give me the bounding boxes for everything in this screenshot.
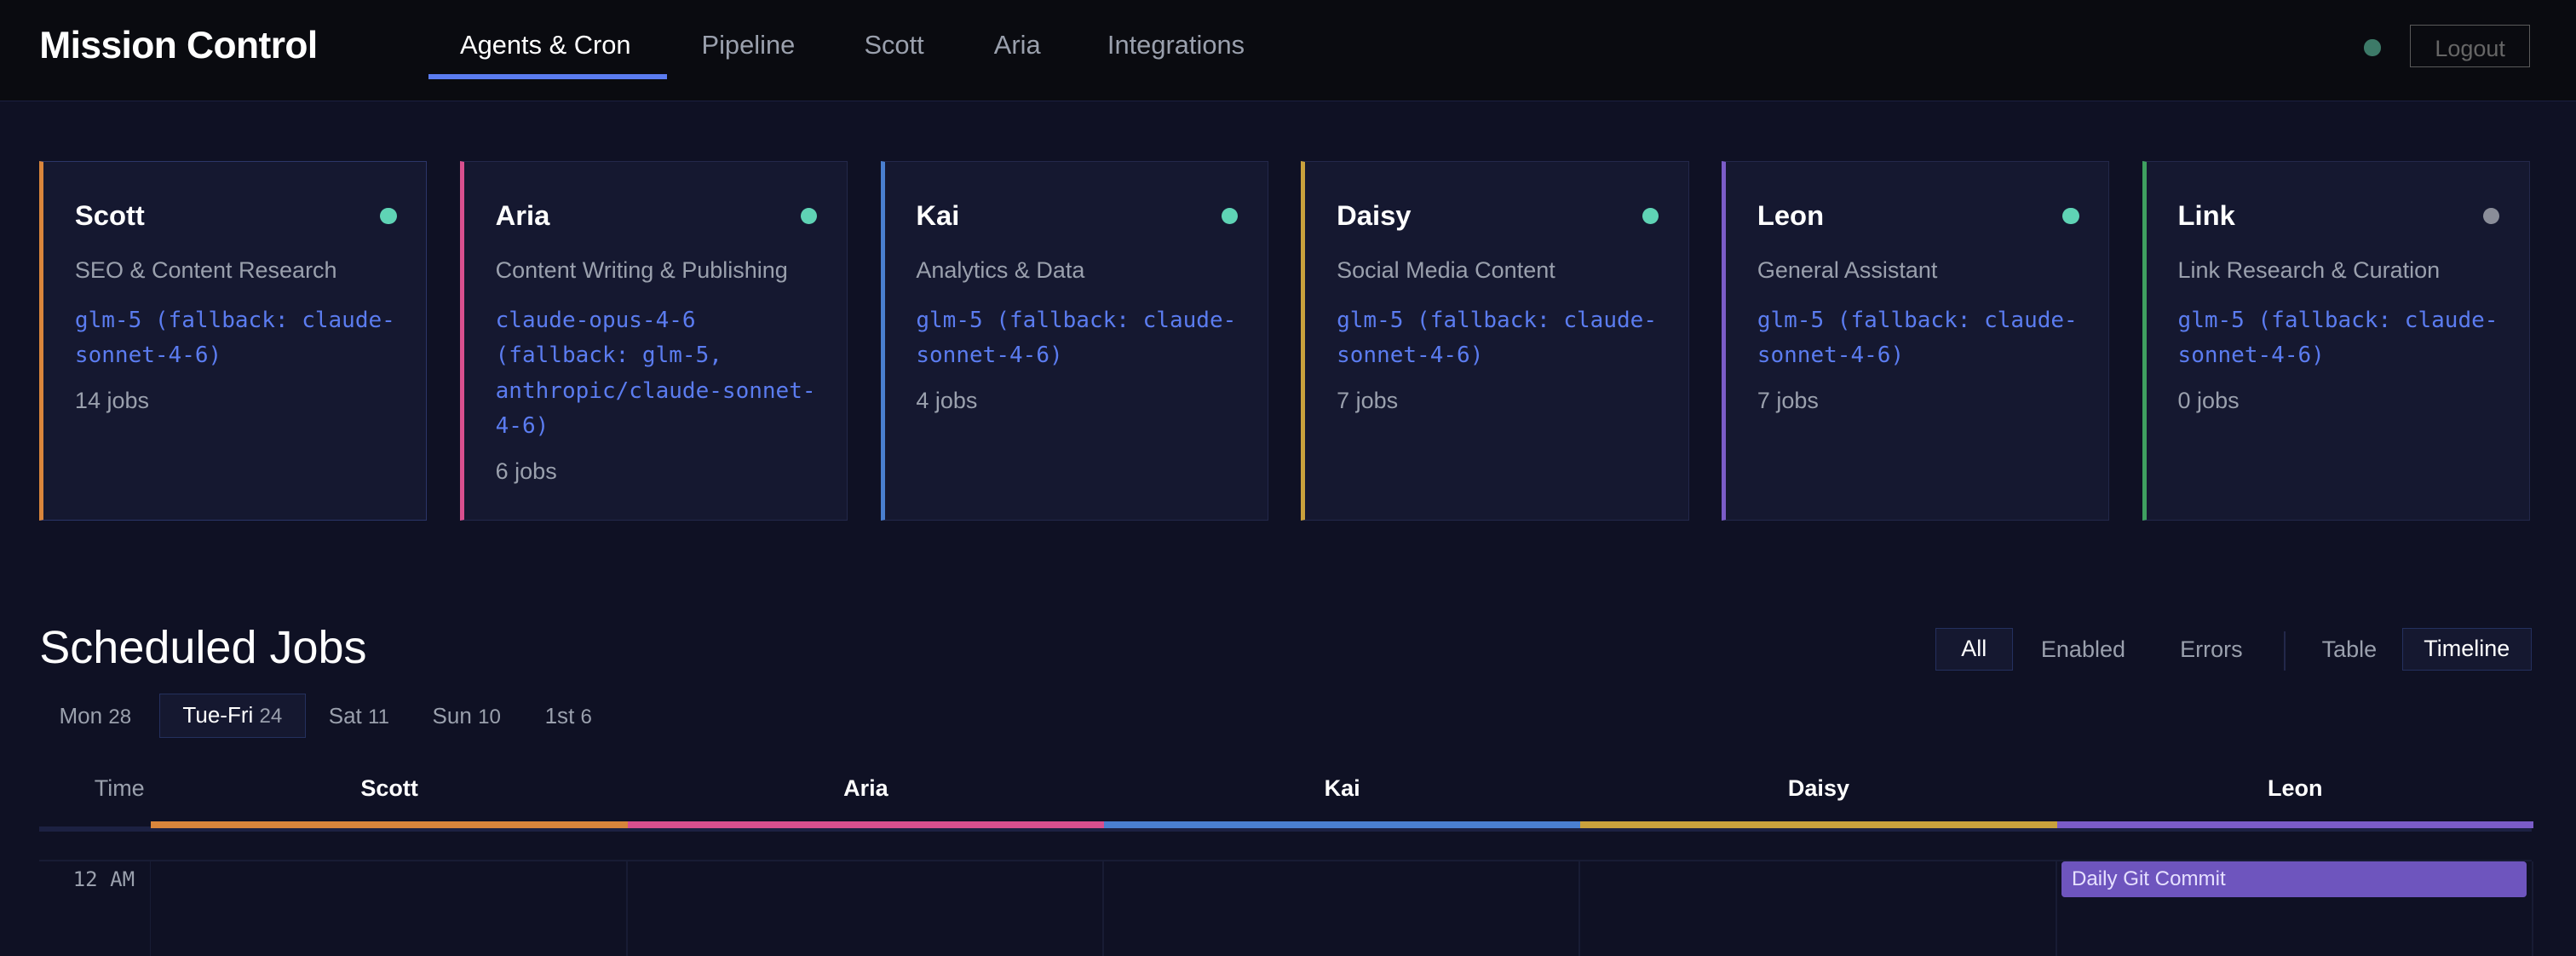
column-gridline: [149, 861, 152, 956]
section-title: Scheduled Jobs: [39, 622, 367, 673]
tab-integrations[interactable]: Integrations: [1107, 29, 1245, 60]
tab-aria[interactable]: Aria: [993, 29, 1041, 60]
status-dot-icon: [1642, 208, 1659, 225]
filter-enabled-button[interactable]: Enabled: [2040, 636, 2125, 662]
status-dot-icon: [1221, 208, 1239, 225]
top-bar: Mission Control Agents & Cron Pipeline S…: [0, 0, 2576, 101]
filter-all-button[interactable]: All: [1935, 627, 2013, 671]
column-header-aria: Aria: [843, 775, 888, 802]
agent-model-block: claude-opus-4-6 (fallback: glm-5, anthro…: [496, 303, 832, 490]
agent-name: Link: [2177, 199, 2235, 232]
agent-model: glm-5 (fallback: claude-sonnet-4-6): [916, 307, 1237, 369]
agent-model-block: glm-5 (fallback: claude-sonnet-4-6) 7 job…: [1337, 303, 1673, 419]
agent-description: SEO & Content Research: [74, 256, 337, 283]
column-header-leon: Leon: [2267, 775, 2323, 802]
column-color-bar: [151, 821, 628, 828]
day-tab-1st[interactable]: 1st 6: [526, 694, 611, 738]
agent-model: glm-5 (fallback: claude-sonnet-4-6): [1757, 307, 2078, 369]
hour-label: 12 AM: [72, 867, 135, 892]
column-header-daisy: Daisy: [1787, 775, 1849, 802]
tab-scott[interactable]: Scott: [864, 29, 924, 60]
agent-card-link[interactable]: Link Link Research & Curation glm-5 (fallb…: [2142, 161, 2531, 521]
day-label: Sun: [432, 702, 472, 729]
app-title: Mission Control: [39, 24, 318, 66]
agent-job-count: 7 jobs: [1337, 388, 1399, 414]
agent-card-scott[interactable]: Scott SEO & Content Research glm-5 (fallba…: [39, 161, 428, 521]
agent-model-block: glm-5 (fallback: claude-sonnet-4-6) 4 job…: [916, 303, 1252, 419]
hour-row-line: [39, 859, 2532, 861]
column-header-scott: Scott: [360, 775, 418, 802]
column-gridline: [625, 861, 628, 956]
day-count: 6: [580, 705, 592, 729]
agent-model-block: glm-5 (fallback: claude-sonnet-4-6) 7 job…: [1757, 303, 2094, 419]
agent-description: General Assistant: [1757, 256, 1938, 283]
day-tab-mon[interactable]: Mon 28: [39, 694, 151, 738]
status-dot-icon: [380, 208, 397, 225]
day-tab-sat[interactable]: Sat 11: [312, 694, 405, 738]
status-dot-icon: [801, 208, 818, 225]
day-count: 28: [108, 705, 132, 729]
agent-job-count: 0 jobs: [2177, 388, 2240, 414]
agent-name: Leon: [1757, 199, 1825, 232]
agent-card-daisy[interactable]: Daisy Social Media Content glm-5 (fallback…: [1301, 161, 1689, 521]
logout-button[interactable]: Logout: [2410, 24, 2531, 68]
column-gridline: [1578, 861, 1581, 956]
column-color-bar: [627, 821, 1104, 828]
column-color-bar: [2056, 821, 2533, 828]
agent-model: glm-5 (fallback: claude-sonnet-4-6): [1337, 307, 1657, 369]
agent-name: Scott: [74, 199, 145, 232]
agent-name: Daisy: [1337, 199, 1412, 232]
view-timeline-button[interactable]: Timeline: [2401, 627, 2532, 671]
time-column-header: Time: [94, 775, 145, 802]
agent-description: Social Media Content: [1337, 256, 1555, 283]
day-label: Sat: [328, 702, 362, 729]
agent-model: glm-5 (fallback: claude-sonnet-4-6): [2177, 307, 2498, 369]
agent-model: claude-opus-4-6 (fallback: glm-5, anthro…: [495, 307, 816, 440]
column-color-bar: [1104, 821, 1581, 828]
column-gridline: [2531, 861, 2533, 956]
agent-model-block: glm-5 (fallback: claude-sonnet-4-6) 0 job…: [2178, 303, 2515, 419]
day-tab-tue-fri[interactable]: Tue-Fri 24: [159, 693, 306, 738]
agent-job-count: 4 jobs: [916, 388, 978, 414]
day-tab-sun[interactable]: Sun 10: [414, 694, 519, 738]
day-count: 24: [259, 704, 283, 728]
view-table-button[interactable]: Table: [2321, 636, 2378, 662]
agent-job-count: 6 jobs: [495, 458, 557, 485]
day-label: Tue-Fri: [182, 701, 254, 728]
tab-pipeline[interactable]: Pipeline: [701, 29, 796, 60]
agent-model: glm-5 (fallback: claude-sonnet-4-6): [74, 307, 395, 369]
agent-card-aria[interactable]: Aria Content Writing & Publishing claude-o…: [460, 161, 848, 521]
column-gridline: [2055, 861, 2057, 956]
column-color-bar: [1580, 821, 2057, 828]
active-tab-indicator: [428, 73, 667, 79]
agent-description: Analytics & Data: [916, 256, 1085, 283]
job-event[interactable]: Daily Git Commit: [2061, 861, 2527, 897]
day-label: 1st: [544, 702, 575, 729]
agent-model-block: glm-5 (fallback: claude-sonnet-4-6) 14 jo…: [75, 303, 411, 419]
column-gridline: [1102, 861, 1104, 956]
day-count: 10: [478, 705, 501, 729]
column-header-kai: Kai: [1324, 775, 1360, 802]
agent-name: Aria: [495, 199, 550, 232]
agent-description: Content Writing & Publishing: [495, 256, 788, 283]
status-dot-icon: [2483, 208, 2500, 225]
agent-job-count: 14 jobs: [74, 388, 149, 414]
agent-card-kai[interactable]: Kai Analytics & Data glm-5 (fallback: clau…: [880, 161, 1268, 521]
day-count: 11: [368, 705, 390, 729]
header-divider: [39, 826, 2532, 832]
agent-card-leon[interactable]: Leon General Assistant glm-5 (fallback: cl…: [1722, 161, 2110, 521]
divider: [2283, 631, 2286, 671]
agent-name: Kai: [916, 199, 960, 232]
status-dot-icon: [2062, 208, 2079, 225]
agent-job-count: 7 jobs: [1757, 388, 1819, 414]
connection-status-icon: [2364, 39, 2381, 56]
day-label: Mon: [59, 702, 103, 729]
filter-errors-button[interactable]: Errors: [2180, 636, 2243, 662]
agent-description: Link Research & Curation: [2177, 256, 2441, 283]
tab-agents-cron[interactable]: Agents & Cron: [460, 29, 631, 60]
